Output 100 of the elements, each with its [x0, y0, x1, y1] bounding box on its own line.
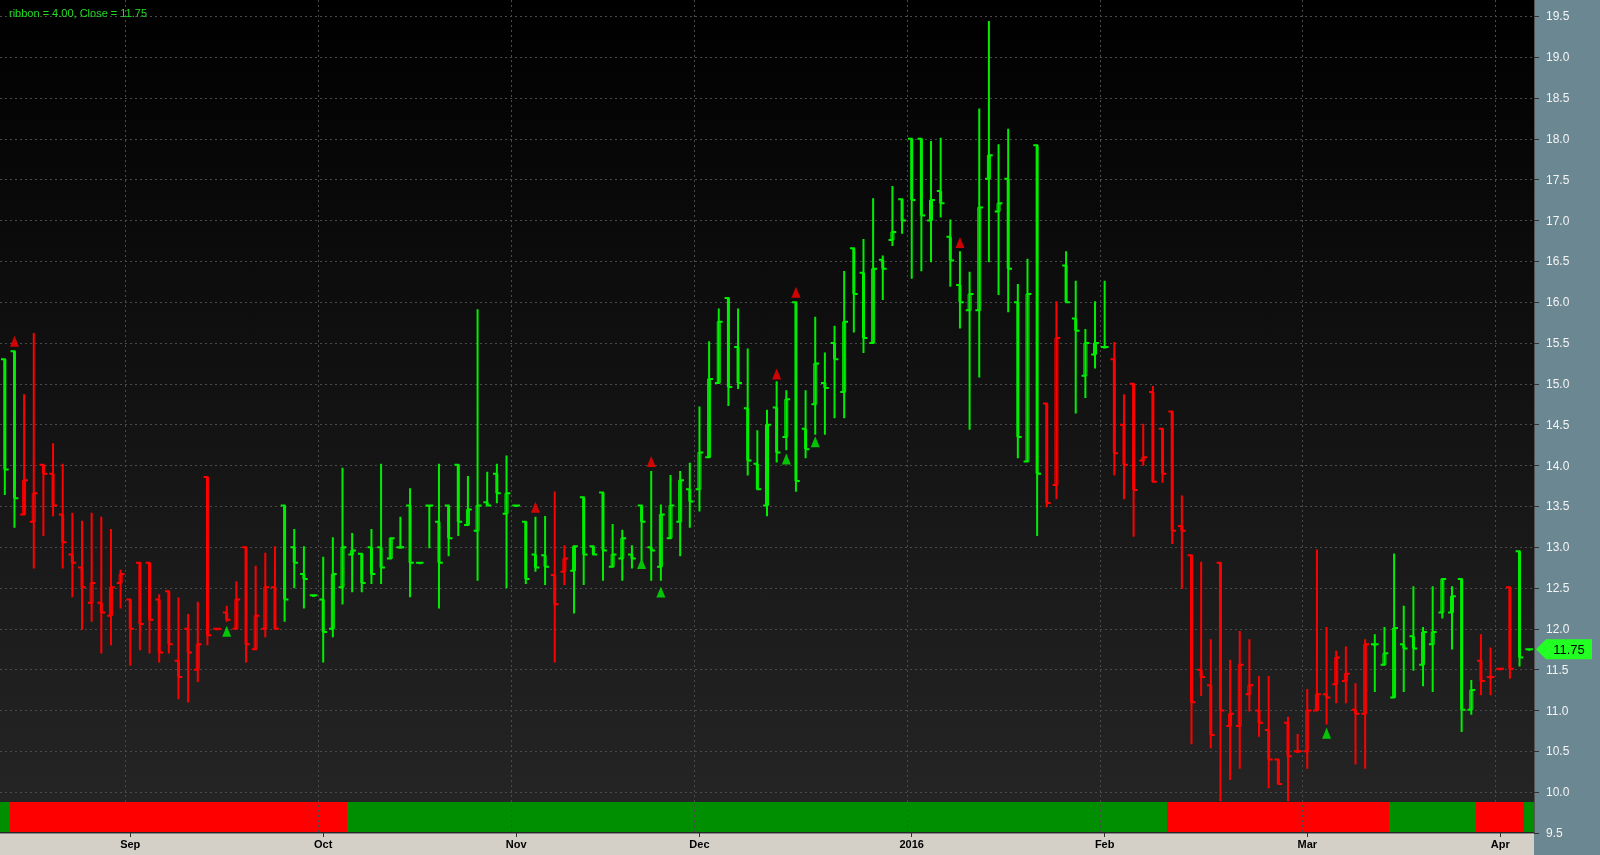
- candlestick: [675, 470, 686, 558]
- candlestick: [1341, 645, 1351, 705]
- text: 11.75: [1553, 641, 1585, 657]
- y-tick-label: 12.5: [1546, 581, 1570, 595]
- candlestick: [858, 238, 869, 354]
- candlestick: [231, 580, 242, 631]
- candlestick: [810, 315, 821, 436]
- candlestick: [472, 308, 483, 582]
- y-tick-label: 10.5: [1546, 744, 1570, 759]
- y-tick-label: 14.5: [1546, 417, 1570, 432]
- candlestick: [385, 536, 396, 561]
- candlestick: [1360, 638, 1371, 770]
- candlestick: [1437, 577, 1448, 620]
- candlestick: [1080, 327, 1091, 399]
- candlestick: [868, 197, 878, 345]
- candlestick: [839, 269, 850, 420]
- candlestick: [964, 270, 975, 431]
- y-tick-label: 12.0: [1546, 621, 1570, 636]
- candlestick: [463, 474, 473, 528]
- candlestick: [607, 523, 618, 569]
- candlestick: [1379, 626, 1390, 667]
- candlestick: [559, 544, 570, 586]
- candlestick: [984, 20, 994, 264]
- y-tick-label: 16.5: [1546, 254, 1570, 269]
- y-tick-label: 19.5: [1546, 9, 1570, 24]
- candlestick: [1022, 257, 1033, 464]
- y-tick-label: 13.0: [1546, 540, 1570, 555]
- candlestick: [1090, 300, 1100, 370]
- candlestick: [1350, 682, 1361, 766]
- candlestick: [1331, 649, 1342, 705]
- text: ribbon = 4.00, Close = 11.75: [9, 6, 148, 19]
- x-tick-label: 2016: [899, 837, 924, 850]
- candlestick: [887, 185, 898, 247]
- candlestick: [86, 511, 97, 623]
- candlestick: [1418, 626, 1428, 688]
- y-tick-label: 11.5: [1546, 662, 1569, 677]
- candlestick: [665, 474, 676, 541]
- y-tick-label: 18.0: [1546, 131, 1570, 146]
- y-tick-label: 15.0: [1546, 376, 1570, 391]
- y-tick-label: 11.0: [1546, 703, 1569, 718]
- x-tick-label: Oct: [314, 837, 333, 850]
- candlestick: [1234, 630, 1245, 770]
- candlestick: [1312, 548, 1322, 713]
- y-tick-label: 10.0: [1546, 785, 1570, 800]
- x-tick-label: Feb: [1094, 837, 1115, 850]
- candlestick: [781, 389, 792, 452]
- candlestick: [327, 536, 338, 639]
- point: [791, 286, 801, 298]
- y-tick-label: 18.5: [1546, 91, 1570, 105]
- point: [656, 586, 666, 598]
- candlestick: [1302, 688, 1313, 770]
- point: [772, 368, 782, 380]
- y-tick-label: 16.0: [1546, 295, 1570, 310]
- x-tick-label: Dec: [689, 837, 710, 850]
- point: [781, 453, 791, 465]
- candlestick: [28, 332, 39, 570]
- point: [9, 335, 19, 347]
- candlestick: [704, 340, 714, 460]
- candlestick: [1427, 585, 1438, 693]
- candlestick: [115, 568, 126, 610]
- candlestick: [694, 405, 705, 513]
- candlestick: [19, 393, 29, 517]
- y-tick-label: 17.0: [1546, 213, 1570, 228]
- x-tick-label: Sep: [120, 837, 141, 850]
- candlestick: [192, 600, 203, 684]
- candlestick: [106, 528, 116, 647]
- candlestick: [173, 596, 184, 701]
- candlestick: [656, 503, 666, 582]
- x-tick-label: Nov: [505, 837, 528, 850]
- point: [637, 558, 647, 569]
- y-tick-label: 19.0: [1546, 50, 1570, 65]
- y-tick-label: 9.5: [1546, 826, 1564, 840]
- point: [646, 455, 656, 467]
- candlestick: [260, 551, 271, 639]
- candlestick: [1447, 585, 1457, 651]
- point: [530, 501, 540, 513]
- candlestick: [1244, 638, 1255, 713]
- candlestick: [1389, 552, 1399, 700]
- candlestick: [501, 454, 512, 590]
- candlestick: [1225, 658, 1235, 782]
- y-tick-label: 14.0: [1546, 458, 1570, 473]
- candlestick: [569, 544, 579, 615]
- candlestick: [250, 564, 261, 652]
- y-tick-label: 13.5: [1546, 499, 1570, 514]
- point: [222, 625, 232, 637]
- point: [955, 237, 965, 249]
- candlestick: [762, 408, 772, 518]
- y-tick-label: 15.5: [1546, 336, 1570, 350]
- candlestick: [617, 528, 628, 582]
- point: [810, 436, 820, 448]
- x-tick-label: Apr: [1490, 837, 1511, 850]
- y-tick-label: 17.5: [1546, 172, 1570, 187]
- candlestick: [974, 107, 985, 379]
- candlestick: [337, 466, 348, 606]
- candlestick: [993, 143, 1004, 296]
- candlestick: [926, 140, 936, 264]
- candlestick: [1051, 300, 1062, 501]
- x-tick-label: Mar: [1297, 837, 1318, 850]
- candlestick: [713, 307, 724, 386]
- point: [1322, 727, 1332, 739]
